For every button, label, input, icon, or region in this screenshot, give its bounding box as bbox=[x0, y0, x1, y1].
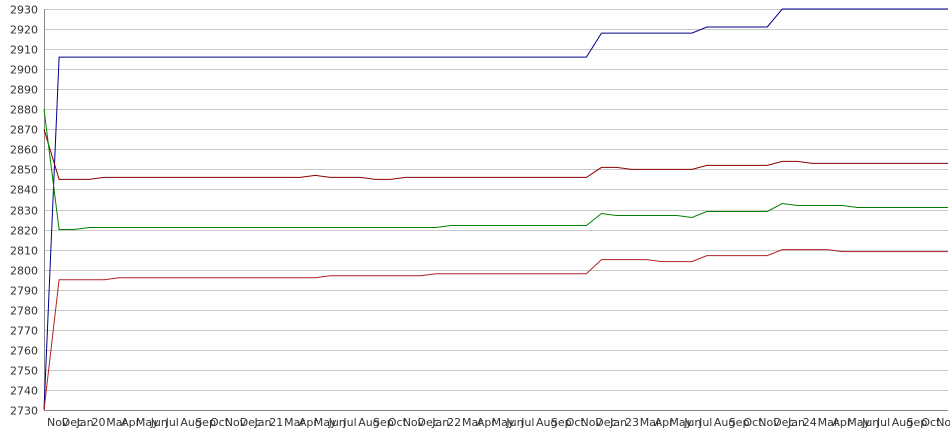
y-tick-label: 2850 bbox=[10, 164, 38, 177]
x-tick-label: Dec bbox=[595, 416, 616, 429]
x-tick-label: Jun bbox=[861, 416, 879, 429]
x-tick-label: 23 bbox=[625, 416, 639, 429]
x-tick-label: Jan bbox=[76, 416, 94, 429]
series-lines bbox=[43, 8, 948, 411]
x-tick-label: Nov bbox=[758, 416, 780, 429]
y-tick-label: 2750 bbox=[10, 365, 38, 378]
series-line-3 bbox=[43, 109, 948, 230]
x-tick-label: Mar bbox=[640, 416, 661, 429]
x-tick-label: Oct bbox=[388, 416, 408, 429]
y-tick-label: 2810 bbox=[10, 245, 38, 258]
x-tick-label: Mar bbox=[284, 416, 305, 429]
y-tick-label: 2900 bbox=[10, 64, 38, 77]
x-tick-label: Apr bbox=[121, 416, 141, 429]
y-tick-label: 2890 bbox=[10, 84, 38, 97]
x-tick-label: Oct bbox=[744, 416, 764, 429]
x-tick-label: Sep bbox=[195, 416, 216, 429]
x-tick-label: Apr bbox=[832, 416, 852, 429]
x-tick-label: Nov bbox=[225, 416, 247, 429]
x-tick-label: Oct bbox=[921, 416, 941, 429]
y-tick-label: 2740 bbox=[10, 385, 38, 398]
x-tick-label: Sep bbox=[551, 416, 572, 429]
axes bbox=[44, 9, 948, 411]
grid-lines bbox=[44, 9, 948, 411]
x-tick-label: Jun bbox=[328, 416, 346, 429]
y-tick-label: 2870 bbox=[10, 124, 38, 137]
y-tick-label: 2880 bbox=[10, 104, 38, 117]
series-line-2 bbox=[43, 129, 948, 180]
x-tick-label: May bbox=[669, 416, 692, 429]
x-tick-label: Jun bbox=[683, 416, 701, 429]
x-tick-label: Nov bbox=[403, 416, 425, 429]
y-tick-label: 2760 bbox=[10, 345, 38, 358]
x-tick-label: Aug bbox=[180, 416, 201, 429]
y-tick-label: 2860 bbox=[10, 144, 38, 157]
x-tick-label: Mar bbox=[818, 416, 839, 429]
x-tick-label: Sep bbox=[907, 416, 928, 429]
x-tick-label: Apr bbox=[655, 416, 675, 429]
x-tick-label: Oct bbox=[210, 416, 230, 429]
x-tick-label: Nov bbox=[47, 416, 69, 429]
y-tick-label: 2770 bbox=[10, 325, 38, 338]
x-tick-label: Sep bbox=[729, 416, 750, 429]
x-tick-label: Dec bbox=[773, 416, 794, 429]
x-tick-label: Aug bbox=[892, 416, 913, 429]
y-tick-label: 2910 bbox=[10, 44, 38, 57]
x-tick-label: 20 bbox=[92, 416, 106, 429]
x-tick-label: Aug bbox=[358, 416, 379, 429]
x-tick-label: May bbox=[492, 416, 515, 429]
y-tick-label: 2780 bbox=[10, 305, 38, 318]
x-tick-label: Dec bbox=[62, 416, 83, 429]
x-tick-label: Jan bbox=[254, 416, 272, 429]
x-tick-label: Dec bbox=[240, 416, 261, 429]
x-tick-label: Jul bbox=[876, 416, 890, 429]
x-tick-label: Nov bbox=[581, 416, 603, 429]
y-tick-label: 2830 bbox=[10, 205, 38, 218]
x-tick-label: Jan bbox=[787, 416, 805, 429]
x-tick-label: May bbox=[314, 416, 337, 429]
x-tick-label: Jan bbox=[431, 416, 449, 429]
x-tick-label: Oct bbox=[566, 416, 586, 429]
y-tick-label: 2730 bbox=[10, 405, 38, 418]
x-tick-label: 22 bbox=[447, 416, 461, 429]
x-tick-label: Aug bbox=[536, 416, 557, 429]
y-tick-labels: 2730 2740 2750 2760 2770 2780 2790 2800 2810 2820… bbox=[10, 4, 38, 418]
y-tick-label: 2800 bbox=[10, 265, 38, 278]
x-tick-label: 21 bbox=[269, 416, 283, 429]
y-tick-label: 2840 bbox=[10, 184, 38, 197]
x-tick-label: Mar bbox=[462, 416, 483, 429]
series-line-4 bbox=[43, 249, 948, 411]
x-tick-label: May bbox=[847, 416, 870, 429]
y-tick-label: 2920 bbox=[10, 24, 38, 37]
series-line-1 bbox=[43, 8, 948, 411]
x-tick-label: Sep bbox=[373, 416, 394, 429]
y-tick-label: 2930 bbox=[10, 4, 38, 17]
y-tick-label: 2820 bbox=[10, 225, 38, 238]
x-tick-label: Dec bbox=[418, 416, 439, 429]
x-tick-label: Nov bbox=[936, 416, 950, 429]
x-tick-label: Mar bbox=[106, 416, 127, 429]
x-tick-label: Jun bbox=[505, 416, 523, 429]
x-tick-label: Jul bbox=[520, 416, 534, 429]
x-tick-label: Apr bbox=[477, 416, 497, 429]
x-tick-label: 24 bbox=[803, 416, 817, 429]
x-tick-label: Jul bbox=[165, 416, 179, 429]
x-tick-label: May bbox=[136, 416, 159, 429]
x-tick-label: Jan bbox=[609, 416, 627, 429]
x-tick-label: Jun bbox=[150, 416, 168, 429]
x-tick-label: Jul bbox=[342, 416, 356, 429]
x-tick-label: Aug bbox=[714, 416, 735, 429]
y-tick-label: 2790 bbox=[10, 285, 38, 298]
x-tick-label: Apr bbox=[299, 416, 319, 429]
x-tick-label: Jul bbox=[698, 416, 712, 429]
